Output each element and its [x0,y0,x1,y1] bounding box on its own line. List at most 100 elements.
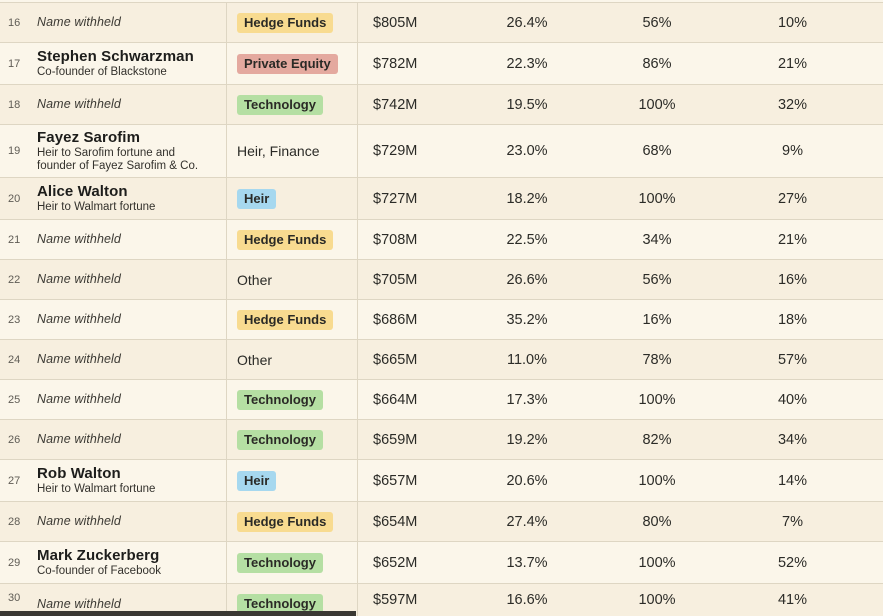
tax-rate-cell: 19.2% [506,431,548,448]
name-withheld-label: Name withheld [37,97,121,111]
pct-cell-2: 68% [642,143,672,159]
rank-cell: 26 [8,433,21,446]
name-cell: Mark Zuckerberg Co-founder of Facebook [34,542,227,583]
category-badge: Hedge Funds [237,309,334,330]
category-badge: Private Equity [237,53,338,74]
pct-cell-2: 56% [642,271,672,288]
rank-cell: 20 [8,192,21,205]
table-row: 17 Stephen Schwarzman Co-founder of Blacks… [0,42,883,84]
pct-cell-3: 10% [777,14,808,31]
category-badge: Technology [237,429,323,450]
income-amount-cell: $705M [373,271,418,288]
table-row: 29 Mark Zuckerberg Co-founder of Facebook T… [0,541,883,583]
category-cell: Technology [227,85,358,124]
pct-cell-2: 80% [642,513,672,530]
category-cell: Hedge Funds [227,502,358,541]
income-amount-cell: $729M [373,143,418,159]
name-cell: Name withheld [34,3,227,42]
tax-rate-cell: 26.6% [506,271,548,288]
name-cell: Fayez Sarofim Heir to Sarofim fortune and… [34,125,227,177]
person-name: Fayez Sarofim [37,129,141,146]
pct-cell-3: 34% [777,431,808,448]
person-name: Rob Walton [37,465,121,482]
category-cell: Technology [227,542,358,583]
category-cell: Hedge Funds [227,300,358,339]
category-cell: Heir [227,460,358,501]
tax-rate-cell: 22.3% [506,55,548,72]
table-row: 23 Name withheld Hedge Funds $686M 35.2% 16% 1… [0,299,883,339]
category-badge: Heir [237,188,277,209]
pct-cell-3: 14% [777,472,808,489]
table-row: 22 Name withheld Other $705M 26.6% 56% 16% [0,259,883,299]
tax-rate-cell: 18.2% [506,190,548,207]
category-cell: Technology [227,584,358,616]
name-cell: Name withheld [34,220,227,259]
rank-cell: 19 [8,145,21,157]
name-cell: Name withheld [34,584,227,616]
pct-cell-3: 9% [782,143,803,159]
category-cell: Other [227,260,358,299]
tax-rate-cell: 17.3% [506,391,548,408]
category-badge: Hedge Funds [237,511,334,532]
rank-cell: 27 [8,474,21,487]
rank-cell: 16 [8,16,21,29]
table-row: 21 Name withheld Hedge Funds $708M 22.5% 34% 2… [0,219,883,259]
category-badge: Technology [237,594,323,614]
name-withheld-label: Name withheld [37,352,121,366]
category-cell: Hedge Funds [227,3,358,42]
table-row: 27 Rob Walton Heir to Walmart fortune Heir $… [0,459,883,501]
category-badge: Heir [237,470,277,491]
income-amount-cell: $686M [373,311,418,328]
name-cell: Name withheld [34,420,227,459]
category-cell: Hedge Funds [227,220,358,259]
name-cell: Name withheld [34,85,227,124]
horizontal-scrollbar-thumb[interactable] [0,611,356,616]
name-withheld-label: Name withheld [37,312,121,326]
rank-cell: 24 [8,353,21,366]
rank-cell: 30 [8,592,21,604]
category-cell: Private Equity [227,43,358,84]
rank-cell: 23 [8,313,21,326]
pct-cell-2: 34% [642,231,672,248]
rank-cell: 18 [8,98,21,111]
pct-cell-2: 100% [638,472,676,489]
name-cell: Stephen Schwarzman Co-founder of Blacksto… [34,43,227,84]
table-row: 20 Alice Walton Heir to Walmart fortune Hei… [0,177,883,219]
pct-cell-2: 100% [638,190,676,207]
rank-cell: 21 [8,233,21,246]
name-cell: Name withheld [34,502,227,541]
pct-cell-2: 82% [642,431,672,448]
income-amount-cell: $664M [373,391,418,408]
tax-rate-cell: 16.6% [506,592,548,608]
name-withheld-label: Name withheld [37,432,121,446]
person-subtitle: Heir to Sarofim fortune and founder of F… [37,147,199,172]
table-row: 16 Name withheld Hedge Funds $805M 26.4% 56% 1… [0,2,883,42]
income-amount-cell: $654M [373,513,418,530]
rank-cell: 17 [8,57,21,70]
pct-cell-3: 21% [777,55,808,72]
pct-cell-3: 40% [777,391,808,408]
name-withheld-label: Name withheld [37,514,121,528]
income-amount-cell: $652M [373,554,418,571]
income-amount-cell: $597M [373,592,418,608]
income-amount-cell: $742M [373,96,418,113]
income-amount-cell: $805M [373,14,418,31]
pct-cell-3: 41% [777,592,808,608]
category-text: Other [237,351,273,368]
pct-cell-2: 100% [638,96,676,113]
name-cell: Name withheld [34,300,227,339]
tax-rate-cell: 26.4% [506,14,548,31]
tax-rate-cell: 23.0% [506,143,548,159]
table-row: 18 Name withheld Technology $742M 19.5% 100% 3… [0,84,883,124]
person-subtitle: Co-founder of Facebook [37,565,162,577]
tax-rate-cell: 11.0% [506,351,548,368]
category-cell: Technology [227,380,358,419]
name-cell: Name withheld [34,260,227,299]
name-cell: Name withheld [34,380,227,419]
name-withheld-label: Name withheld [37,15,121,29]
category-badge: Technology [237,389,323,410]
pct-cell-3: 32% [777,96,808,113]
pct-cell-3: 18% [777,311,808,328]
person-name: Alice Walton [37,183,128,200]
